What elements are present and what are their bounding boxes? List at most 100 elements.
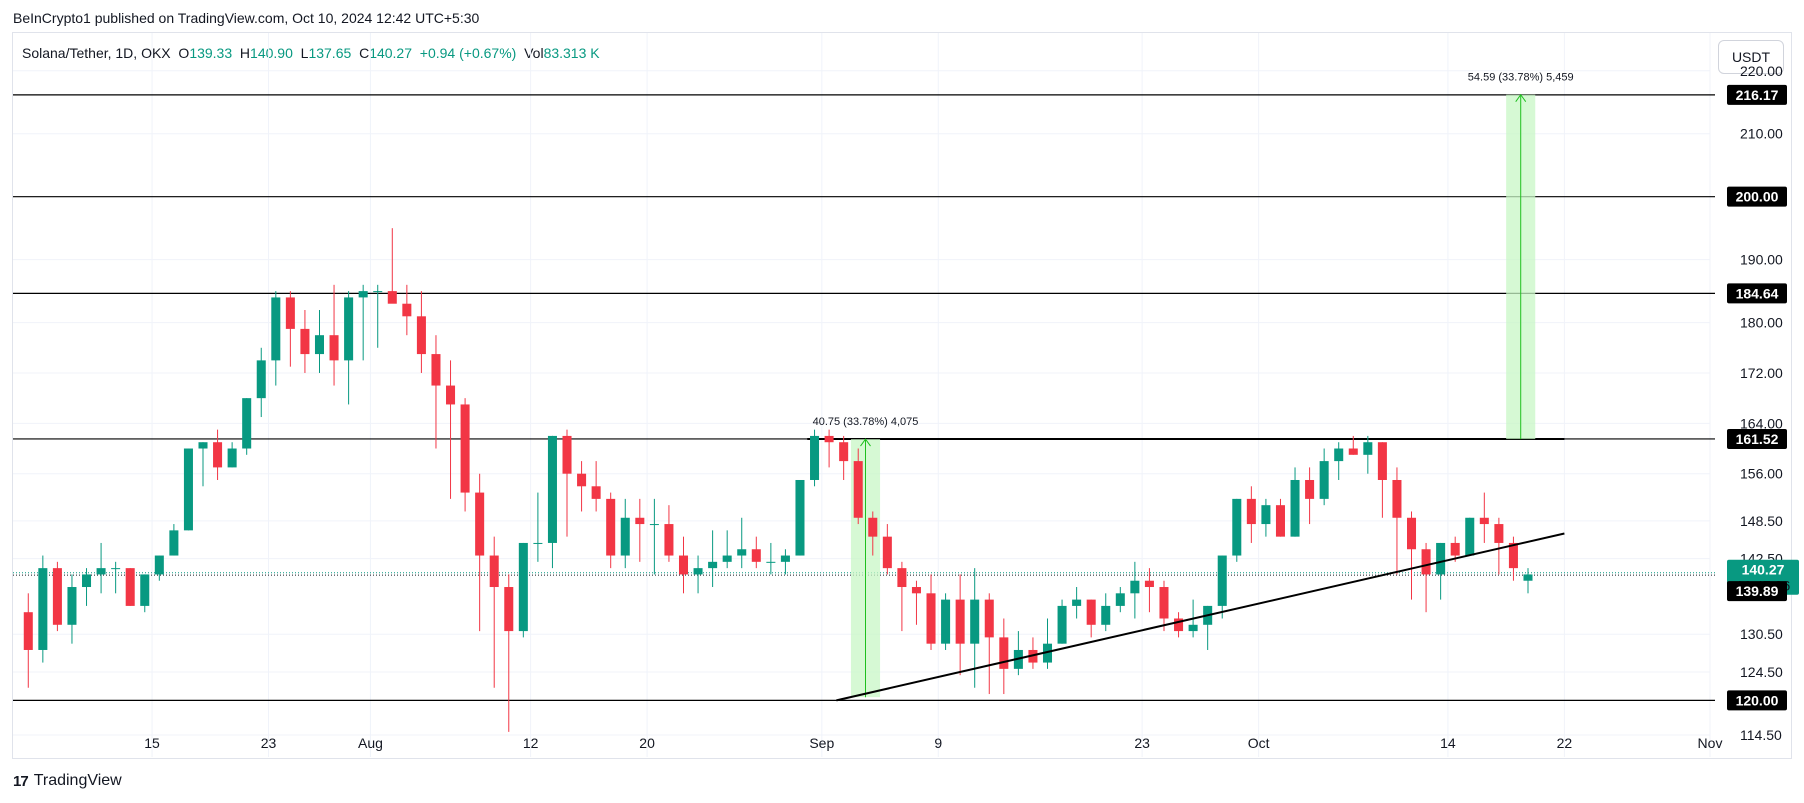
candle-body [941, 599, 951, 644]
candle-body [1130, 580, 1140, 594]
measure-arrowhead [860, 438, 871, 447]
candle-body [664, 524, 674, 556]
candle-body [1334, 448, 1344, 462]
candle-body [111, 568, 121, 570]
candle-body [620, 517, 630, 556]
y-tick-label: 180.00 [1740, 315, 1783, 331]
x-tick-label: Sep [809, 735, 834, 751]
candle-body [198, 442, 208, 449]
candle-body [1086, 599, 1096, 625]
candle-body [1144, 580, 1154, 588]
candle-body [154, 555, 164, 575]
prev-close-badge [1727, 581, 1787, 602]
x-tick-label: 22 [1557, 735, 1573, 751]
candle-body [52, 568, 62, 625]
candle-body [911, 587, 921, 594]
candle-body [1305, 479, 1315, 499]
candle-body [402, 303, 412, 317]
low-value: 137.65 [308, 45, 352, 61]
prev-close-label: 139.89 [1736, 583, 1779, 599]
candle-body [329, 335, 339, 361]
candle-body [256, 360, 266, 399]
level-badge-label: 216.17 [1736, 87, 1779, 103]
open-value: 139.33 [189, 45, 233, 61]
level-badge-label: 161.52 [1736, 431, 1779, 447]
candle-body [1494, 524, 1504, 543]
candle-body [562, 435, 572, 474]
candle-body [285, 297, 295, 329]
candle-body [1363, 442, 1373, 455]
publisher-note: BeInCrypto1 published on TradingView.com… [13, 10, 480, 26]
x-tick-label: 23 [1134, 735, 1150, 751]
candle-body [140, 574, 150, 606]
level-badge [1727, 428, 1787, 449]
candle-body [1348, 448, 1358, 455]
y-tick-label: 114.50 [1740, 727, 1782, 743]
x-tick-label: 14 [1440, 735, 1456, 751]
candle-body [999, 637, 1009, 669]
change-value: +0.94 (+0.67%) [419, 45, 517, 61]
tradingview-brand[interactable]: 17 TradingView [13, 772, 122, 790]
candle-body [416, 316, 426, 355]
level-badge [1727, 186, 1787, 207]
candle-body [504, 587, 514, 632]
candle-body [606, 498, 616, 556]
y-tick-label: 124.50 [1740, 664, 1783, 680]
x-tick-label: 23 [261, 735, 277, 751]
level-badge [1727, 283, 1787, 304]
candle-body [824, 435, 834, 443]
candle-body [518, 542, 528, 632]
candle-body [1246, 498, 1256, 525]
y-tick-label: 156.00 [1740, 466, 1783, 482]
level-badge-label: 184.64 [1736, 285, 1779, 301]
candle-body [1319, 461, 1329, 499]
candle-body [708, 561, 718, 569]
candle-body [678, 555, 689, 575]
candle-body [926, 593, 936, 644]
candle-body [1465, 517, 1475, 556]
candle-body [460, 404, 470, 493]
candle-body [169, 530, 179, 556]
y-tick-label: 148.50 [1740, 513, 1783, 529]
brand-label: TradingView [33, 772, 122, 789]
candle-body [897, 568, 907, 588]
candle-body [970, 599, 980, 644]
candle-body [649, 524, 659, 526]
candle-body [183, 448, 193, 531]
symbol-label[interactable]: Solana/Tether, 1D, OKX [22, 45, 171, 61]
candle-body [955, 599, 965, 644]
candle-body [1115, 593, 1125, 606]
candle-body [737, 549, 747, 556]
trendline [836, 532, 1565, 702]
candle-body [82, 574, 92, 588]
y-tick-label: 190.00 [1740, 252, 1783, 268]
candle-body [839, 442, 849, 462]
candle-body [780, 555, 790, 562]
y-tick-label: 164.00 [1740, 415, 1783, 431]
candle-body [766, 561, 776, 563]
candle-body [1159, 587, 1169, 619]
volume-value: 83.313 K [543, 45, 600, 61]
candle-body [1057, 605, 1067, 644]
currency-button[interactable]: USDT [1718, 40, 1784, 74]
candle-body [1174, 618, 1184, 632]
candle-body [475, 492, 485, 556]
tradingview-logo-icon: 17 [13, 772, 29, 790]
candle-body [882, 536, 892, 569]
symbol-legend: Solana/Tether, 1D, OKX O139.33 H140.90 L… [22, 45, 600, 61]
measure-label: 40.75 (33.78%) 4,075 [813, 416, 919, 428]
candle-body [547, 435, 557, 543]
x-tick-label: Nov [1698, 735, 1723, 751]
y-tick-label: 220.00 [1740, 63, 1783, 79]
candle-body [1450, 542, 1460, 556]
candle-body [271, 297, 281, 361]
candle-body [868, 517, 878, 537]
level-badge [1727, 84, 1787, 105]
candle-body [751, 549, 761, 562]
x-tick-label: 20 [639, 735, 655, 751]
candle-body [795, 479, 805, 556]
candle-body [1261, 505, 1271, 525]
level-badge-label: 120.00 [1736, 692, 1779, 708]
candle-body [810, 435, 820, 480]
